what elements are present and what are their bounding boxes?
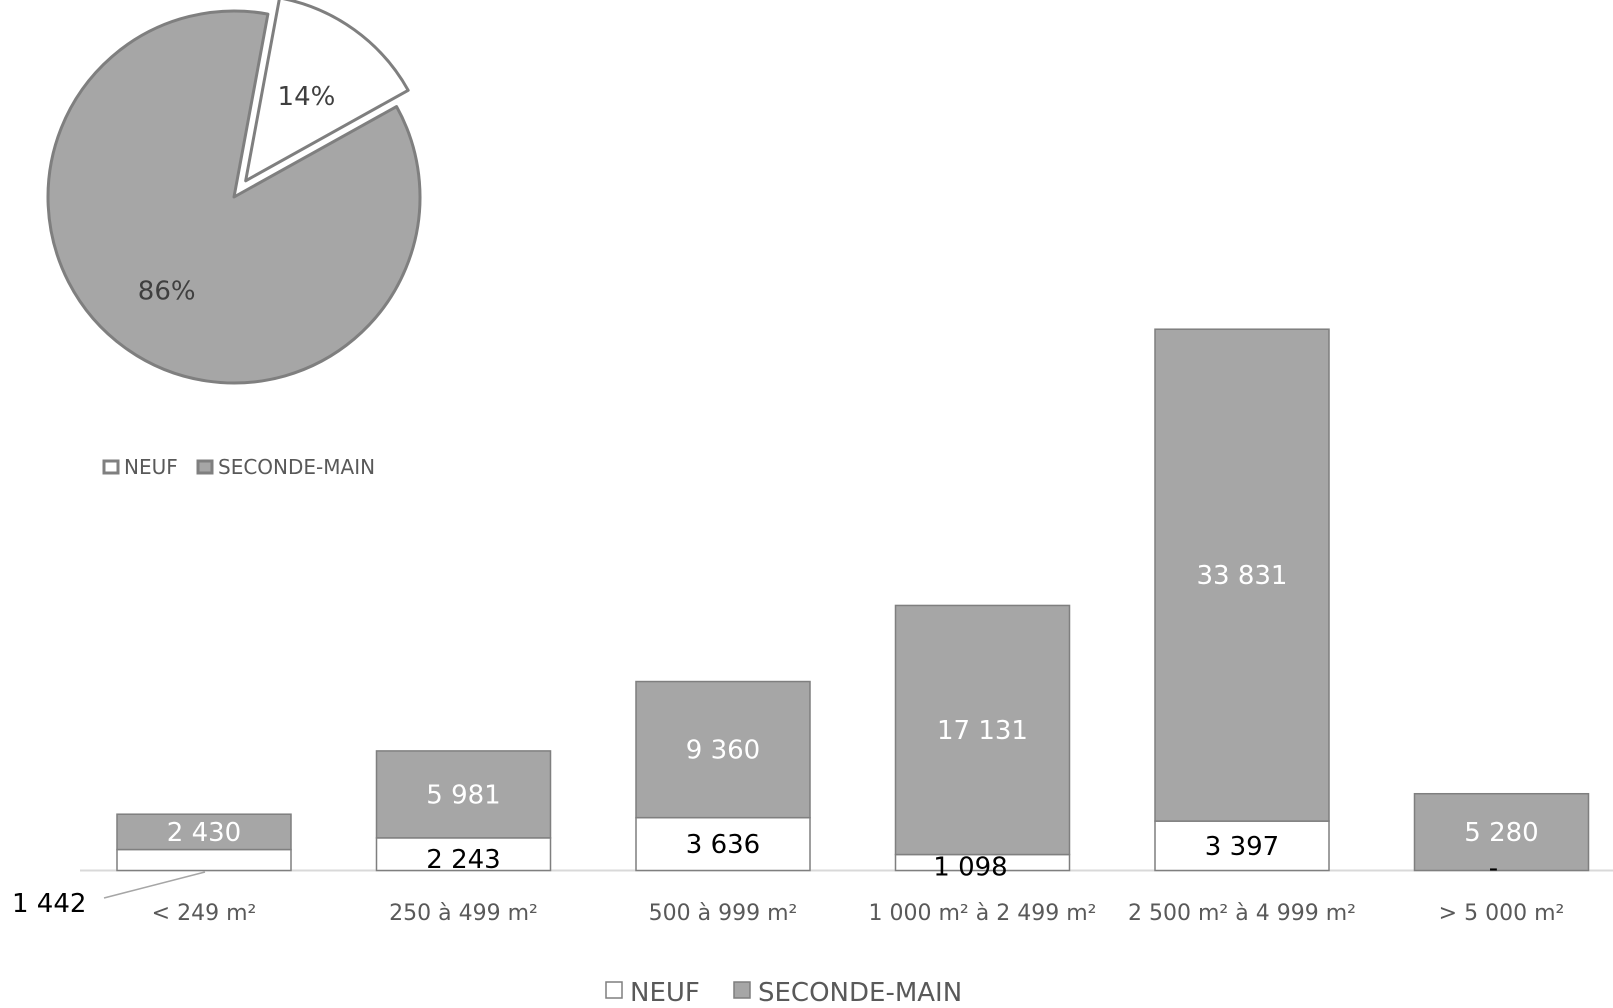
- data-label-neuf: 1 098: [933, 853, 1007, 883]
- x-tick-label: 1 000 m² à 2 499 m²: [869, 901, 1097, 926]
- bar-seconde-main: [1154, 328, 1330, 822]
- data-label-seconde-main: 5 981: [426, 780, 500, 810]
- data-label-leader-line: [103, 871, 206, 899]
- pie-legend: NEUF SECONDE-MAIN: [102, 455, 375, 479]
- legend-swatch-seconde-main: [196, 459, 214, 475]
- bar-legend: NEUF SECONDE-MAIN: [605, 978, 962, 1008]
- bar-chart: 2 430 1 442 < 249 m² 5 981 2 243 250 à 499 m²…: [12, 328, 1613, 926]
- bar-seconde-main: [894, 604, 1071, 856]
- pie-slice-label: 14%: [278, 82, 336, 112]
- pie-slice-label: 86%: [138, 277, 196, 307]
- data-label-neuf: 2 243: [426, 845, 500, 875]
- bar-neuf: [116, 848, 292, 872]
- data-label-seconde-main: 33 831: [1197, 561, 1288, 591]
- bar-seconde-main: [635, 680, 811, 819]
- data-label-neuf: 3 636: [686, 830, 760, 860]
- x-tick-label: > 5 000 m²: [1439, 901, 1565, 926]
- bar-seconde-main: [375, 750, 552, 839]
- legend-label: NEUF: [124, 455, 178, 479]
- pie-chart: 14% 86%: [46, 0, 422, 385]
- data-label-seconde-main: 9 360: [686, 736, 760, 766]
- legend-label: NEUF: [630, 978, 700, 1008]
- legend-swatch-seconde-main: [733, 981, 751, 999]
- data-label-seconde-main: 5 280: [1464, 818, 1538, 848]
- bar-seconde-main: [116, 813, 292, 851]
- pie-slice-seconde-main: [46, 9, 422, 385]
- pie-slice-neuf: [244, 0, 410, 183]
- legend-label: SECONDE-MAIN: [758, 978, 962, 1008]
- x-tick-label: 250 à 499 m²: [389, 901, 538, 926]
- legend-swatch-neuf: [605, 981, 623, 999]
- bar-seconde-main: [1413, 792, 1590, 872]
- bar-neuf: [1154, 820, 1330, 872]
- data-label-neuf: 1 442: [12, 889, 86, 919]
- data-label-neuf: 3 397: [1205, 832, 1279, 862]
- data-label-seconde-main: 2 430: [167, 818, 241, 848]
- data-label-neuf: -: [1489, 854, 1498, 884]
- legend-swatch-neuf: [102, 459, 120, 475]
- x-tick-label: 2 500 m² à 4 999 m²: [1128, 901, 1356, 926]
- x-tick-label: < 249 m²: [152, 901, 257, 926]
- bar-neuf: [635, 816, 811, 872]
- legend-label: SECONDE-MAIN: [218, 455, 375, 479]
- data-label-seconde-main: 17 131: [937, 716, 1028, 746]
- x-tick-label: 500 à 999 m²: [649, 901, 798, 926]
